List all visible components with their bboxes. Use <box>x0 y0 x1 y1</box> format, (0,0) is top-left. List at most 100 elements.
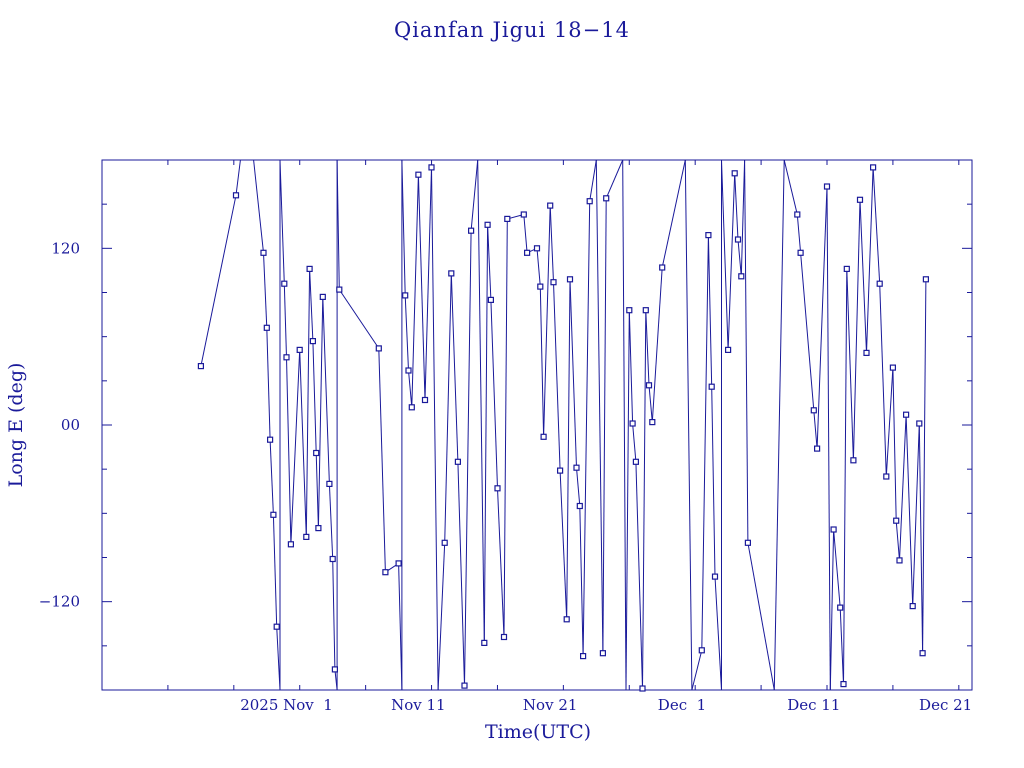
series-line-segment <box>309 268 314 342</box>
series-line-segment <box>299 349 307 537</box>
series-line-segment <box>322 296 330 484</box>
series-line-segment <box>635 461 643 689</box>
data-point <box>642 307 649 314</box>
series-line-segment <box>589 159 597 202</box>
series-line-segment <box>253 159 264 253</box>
data-point <box>794 211 801 218</box>
data-point <box>550 279 557 286</box>
series-line-segment <box>305 268 311 537</box>
series-line-segment <box>892 367 897 521</box>
data-point <box>408 404 415 411</box>
series-line-segment <box>549 205 554 283</box>
data-point <box>563 616 570 623</box>
series-line-segment <box>417 174 426 401</box>
series-line-segment <box>912 423 920 607</box>
data-point <box>336 286 343 293</box>
series-line-segment <box>628 310 634 424</box>
data-point <box>810 407 817 414</box>
data-point <box>547 202 554 209</box>
data-point <box>599 650 607 657</box>
series-line-segment <box>401 159 406 296</box>
series-line-segment <box>879 283 887 477</box>
x-tick-label: Dec 1 <box>658 696 706 714</box>
series-line-segment <box>315 452 319 529</box>
series-line-segment <box>899 414 907 561</box>
series-line-segment <box>727 173 736 350</box>
data-point <box>902 411 910 418</box>
series-line-segment <box>235 159 241 196</box>
data-point <box>260 249 267 256</box>
series-line-segment <box>642 310 647 689</box>
data-point <box>232 192 240 199</box>
series-line-segment <box>602 198 607 654</box>
data-point <box>375 345 382 352</box>
data-point <box>484 221 491 228</box>
data-point <box>603 195 610 202</box>
data-point <box>629 420 636 427</box>
data-point <box>708 383 715 390</box>
series-line-segment <box>487 224 492 300</box>
y-tick-label: −120 <box>39 593 80 611</box>
data-point <box>454 458 461 465</box>
series-line-segment <box>437 542 446 691</box>
series-line-segment <box>263 252 268 328</box>
data-point <box>504 215 511 222</box>
series-line-segment <box>846 268 854 461</box>
data-point <box>922 276 930 283</box>
data-point <box>573 464 580 471</box>
data-point <box>863 349 870 356</box>
data-point <box>645 382 653 389</box>
series-line-segment <box>829 529 835 691</box>
data-point <box>830 526 837 533</box>
data-point <box>698 647 705 654</box>
series-line-segment <box>747 542 775 691</box>
series-line-segment <box>816 186 828 449</box>
chart-title: Qianfan Jigui 18−14 <box>394 18 630 42</box>
series-line-segment <box>645 310 650 386</box>
data-point <box>315 524 322 532</box>
data-point <box>303 533 310 541</box>
data-point <box>797 249 804 256</box>
data-point <box>428 164 435 171</box>
series-line-segment <box>866 167 874 353</box>
x-tick-label: Nov 21 <box>523 696 578 714</box>
series-line-segment <box>444 273 452 543</box>
series-line-segment <box>579 505 584 657</box>
data-point <box>724 346 732 353</box>
data-point <box>313 449 320 457</box>
series-line-segment <box>424 167 432 401</box>
series-line-segment <box>737 239 742 277</box>
series-line-segment <box>378 348 386 573</box>
data-point <box>263 324 270 331</box>
data-point <box>494 485 501 492</box>
data-point <box>448 270 455 277</box>
series-line-segment <box>539 286 545 437</box>
series-line-segment <box>826 186 831 691</box>
series-line-segment <box>813 410 818 449</box>
y-tick-label: 00 <box>61 416 80 434</box>
series-line-segment <box>651 267 663 423</box>
series-line-segment <box>279 159 285 284</box>
series-line-segment <box>576 467 581 507</box>
series-line-segment <box>332 558 336 670</box>
series-line-segment <box>885 367 894 477</box>
series-line-segment <box>721 159 729 350</box>
series-line-segment <box>796 214 802 253</box>
series-line-segment <box>740 159 746 277</box>
series-line-segment <box>404 295 409 371</box>
series-line-segment <box>648 385 653 423</box>
series-line-segment <box>783 159 798 215</box>
series-line-segment <box>895 520 900 561</box>
series-line-segment <box>905 414 914 607</box>
series-line-segment <box>431 167 439 691</box>
series-line-segment <box>852 199 861 461</box>
data-point <box>659 264 666 271</box>
data-point <box>649 419 656 426</box>
series-line-segment <box>336 159 340 290</box>
y-axis-label: Long E (deg) <box>5 363 27 488</box>
x-tick-label: Dec 21 <box>919 696 972 714</box>
series-line-segment <box>582 201 591 657</box>
series-line-segment <box>918 423 924 654</box>
